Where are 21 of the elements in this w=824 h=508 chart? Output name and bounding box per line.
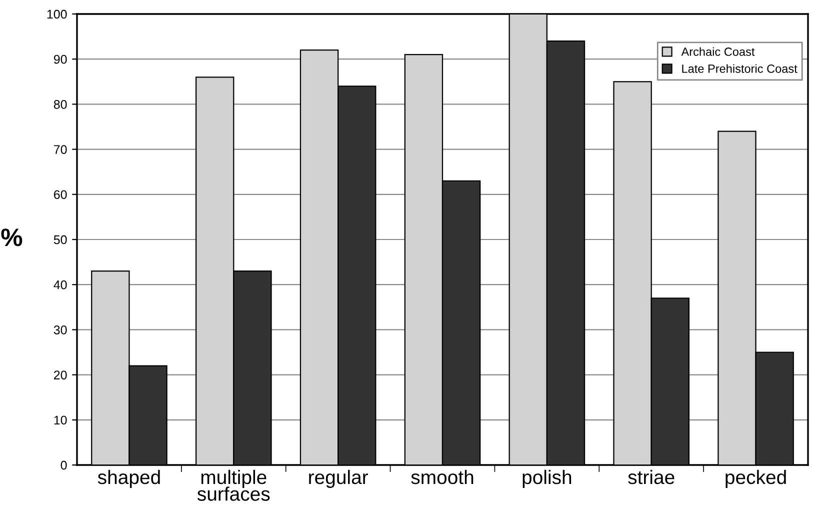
y-tick-label: 60 [54,190,67,200]
legend-label: Late Prehistoric Coast [682,64,798,73]
x-tick-label: smooth [411,470,474,484]
x-tick-label: pecked [726,470,786,488]
y-tick-label: 0 [60,460,67,470]
x-tick-label: shaped [98,470,160,488]
x-tick-label: polish [522,470,572,488]
x-tick-label: striae [628,470,674,484]
y-tick-label: 50 [54,235,67,244]
y-tick-label: 20 [54,370,67,380]
y-tick-label: 10 [54,416,67,425]
x-tick-label: multiple surfaces [197,470,270,501]
y-tick-label: 30 [54,326,67,334]
y-tick-label: 100 [47,10,67,19]
y-tick-label: 80 [54,100,67,109]
y-axis-title: % [1,228,22,246]
x-tick-label: regular [309,470,368,488]
y-tick-label: 40 [54,280,67,290]
y-tick-label: 70 [54,145,67,154]
legend-label: Archaic Coast [681,47,755,56]
y-tick-label: 90 [54,54,67,64]
